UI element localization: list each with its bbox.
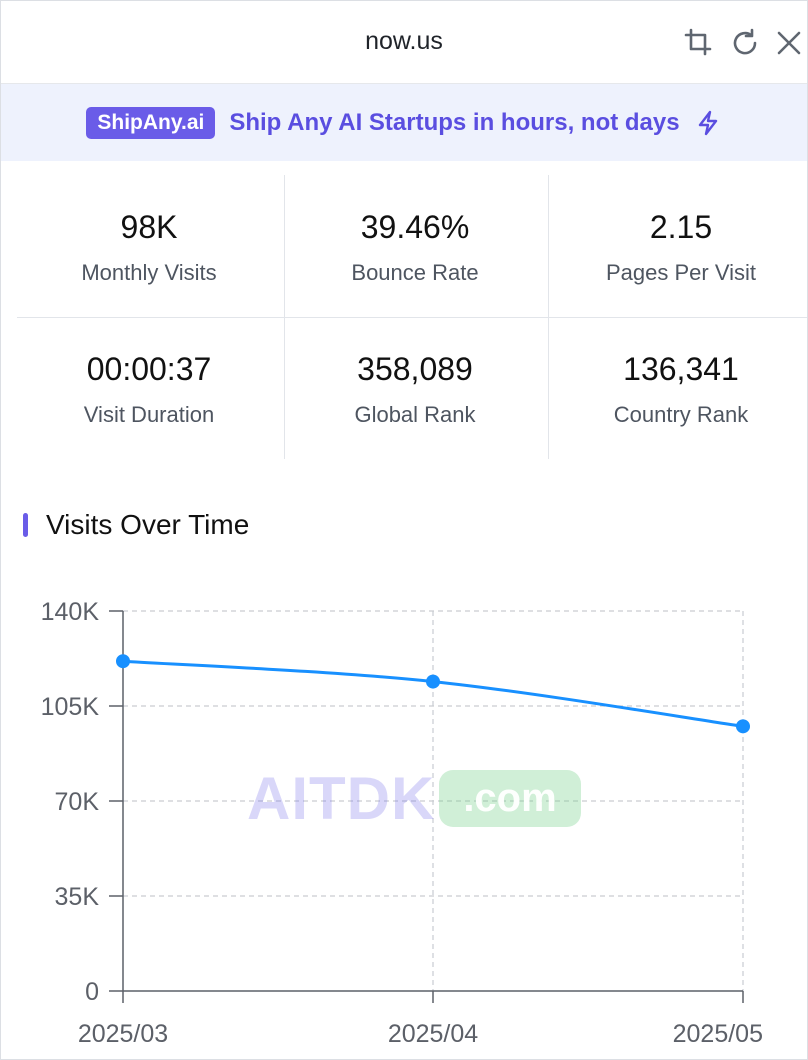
close-icon[interactable] bbox=[773, 27, 805, 59]
watermark: AITDK .com bbox=[247, 765, 581, 832]
refresh-icon[interactable] bbox=[729, 27, 761, 59]
stat-label: Visit Duration bbox=[83, 402, 215, 427]
promo-badge[interactable]: ShipAny.ai bbox=[86, 106, 216, 139]
stat-bounce-rate: 39.46% Bounce Rate bbox=[283, 175, 547, 317]
data-point bbox=[426, 674, 440, 689]
stat-value: 2.15 bbox=[649, 209, 713, 245]
crop-icon[interactable] bbox=[683, 27, 715, 59]
stat-value: 98K bbox=[120, 209, 178, 245]
y-tick-label: 140K bbox=[41, 598, 100, 626]
data-point bbox=[116, 654, 130, 669]
grid-divider bbox=[17, 317, 807, 318]
stat-label: Pages Per Visit bbox=[605, 260, 756, 285]
y-tick-label: 0 bbox=[85, 978, 99, 1006]
section-title: Visits Over Time bbox=[46, 509, 250, 540]
stat-value: 136,341 bbox=[623, 351, 739, 387]
stat-value: 00:00:37 bbox=[86, 351, 212, 387]
stat-label: Global Rank bbox=[354, 402, 476, 427]
stat-label: Bounce Rate bbox=[351, 260, 479, 285]
title-bar: now.us bbox=[1, 1, 807, 84]
stat-country-rank: 136,341 Country Rank bbox=[549, 317, 807, 459]
stat-value: 358,089 bbox=[357, 351, 473, 387]
stat-monthly-visits: 98K Monthly Visits bbox=[17, 175, 281, 317]
watermark-pill: .com bbox=[439, 769, 581, 827]
y-tick-label: 70K bbox=[55, 788, 100, 816]
stat-pages-per-visit: 2.15 Pages Per Visit bbox=[549, 175, 807, 317]
stat-value: 39.46% bbox=[360, 209, 470, 245]
y-tick-label: 35K bbox=[55, 883, 100, 911]
data-point bbox=[736, 719, 750, 734]
section-header: Visits Over Time bbox=[23, 509, 249, 541]
stats-grid: 98K Monthly Visits 39.46% Bounce Rate 2.… bbox=[17, 175, 807, 459]
promo-text[interactable]: Ship Any AI Startups in hours, not days bbox=[229, 108, 680, 136]
site-title: now.us bbox=[365, 27, 443, 55]
watermark-text: AITDK bbox=[247, 764, 436, 832]
stat-label: Country Rank bbox=[613, 402, 749, 427]
promo-banner[interactable]: ShipAny.ai Ship Any AI Startups in hours… bbox=[1, 84, 807, 161]
stat-visit-duration: 00:00:37 Visit Duration bbox=[17, 317, 281, 459]
x-tick-label: 2025/05 bbox=[673, 1020, 763, 1048]
x-tick-label: 2025/03 bbox=[78, 1020, 168, 1048]
lightning-icon bbox=[698, 110, 717, 135]
x-tick-label: 2025/04 bbox=[388, 1020, 478, 1048]
section-accent-bar bbox=[23, 513, 28, 537]
y-tick-label: 105K bbox=[41, 693, 100, 721]
stat-global-rank: 358,089 Global Rank bbox=[283, 317, 547, 459]
stat-label: Monthly Visits bbox=[81, 260, 217, 285]
visits-line-chart: 0 35K 70K 105K 140K 2025/03 2025/04 2025/05 bbox=[41, 598, 763, 1048]
